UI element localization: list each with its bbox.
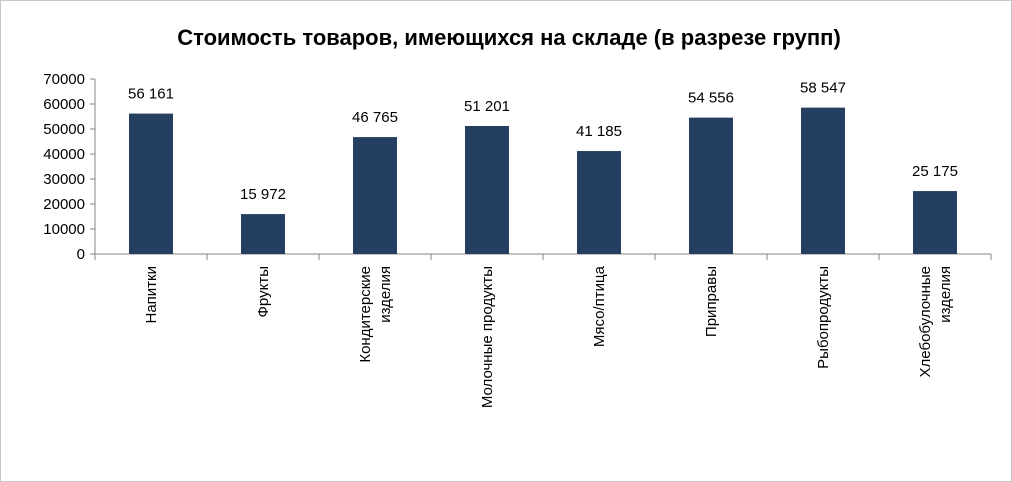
category-label: Мясо/птица: [591, 265, 608, 347]
data-label: 41 185: [576, 123, 622, 140]
data-label: 15 972: [240, 186, 286, 203]
y-tick-label: 40000: [43, 146, 85, 163]
category-label: Кондитерские: [357, 266, 374, 363]
y-tick-label: 50000: [43, 121, 85, 138]
data-label: 56 161: [128, 86, 174, 103]
category-label: Фрукты: [255, 266, 272, 317]
bar: [465, 125, 509, 254]
y-tick-label: 0: [77, 246, 85, 263]
category-label: Приправы: [703, 266, 720, 337]
category-label: Хлебобулочные: [917, 266, 934, 377]
y-tick-label: 70000: [43, 71, 85, 88]
y-tick-label: 30000: [43, 171, 85, 188]
data-label: 54 556: [688, 90, 734, 107]
bar: [241, 214, 285, 254]
plot-area: 0 10000 20000 30000 40000 50000 60000 70000 56 1…: [43, 71, 992, 408]
category-label: Молочные продукты: [479, 266, 496, 408]
bar: [801, 107, 845, 254]
data-label: 58 547: [800, 80, 846, 97]
data-label: 25 175: [912, 163, 958, 180]
category-label: Рыбопродукты: [815, 266, 832, 369]
data-label: 46 765: [352, 109, 398, 126]
data-label: 51 201: [464, 98, 510, 115]
category-label: Напитки: [143, 266, 160, 324]
category-label: изделия: [937, 266, 954, 323]
y-tick-label: 60000: [43, 96, 85, 113]
bar: [577, 151, 621, 254]
category-label: изделия: [377, 266, 394, 323]
y-tick-label: 10000: [43, 221, 85, 238]
bar: [129, 113, 173, 254]
bar: [689, 117, 733, 254]
bar: [353, 137, 397, 254]
chart-title: Стоимость товаров, имеющихся на складе (…: [177, 25, 841, 50]
bar: [913, 191, 957, 254]
y-tick-label: 20000: [43, 196, 85, 213]
